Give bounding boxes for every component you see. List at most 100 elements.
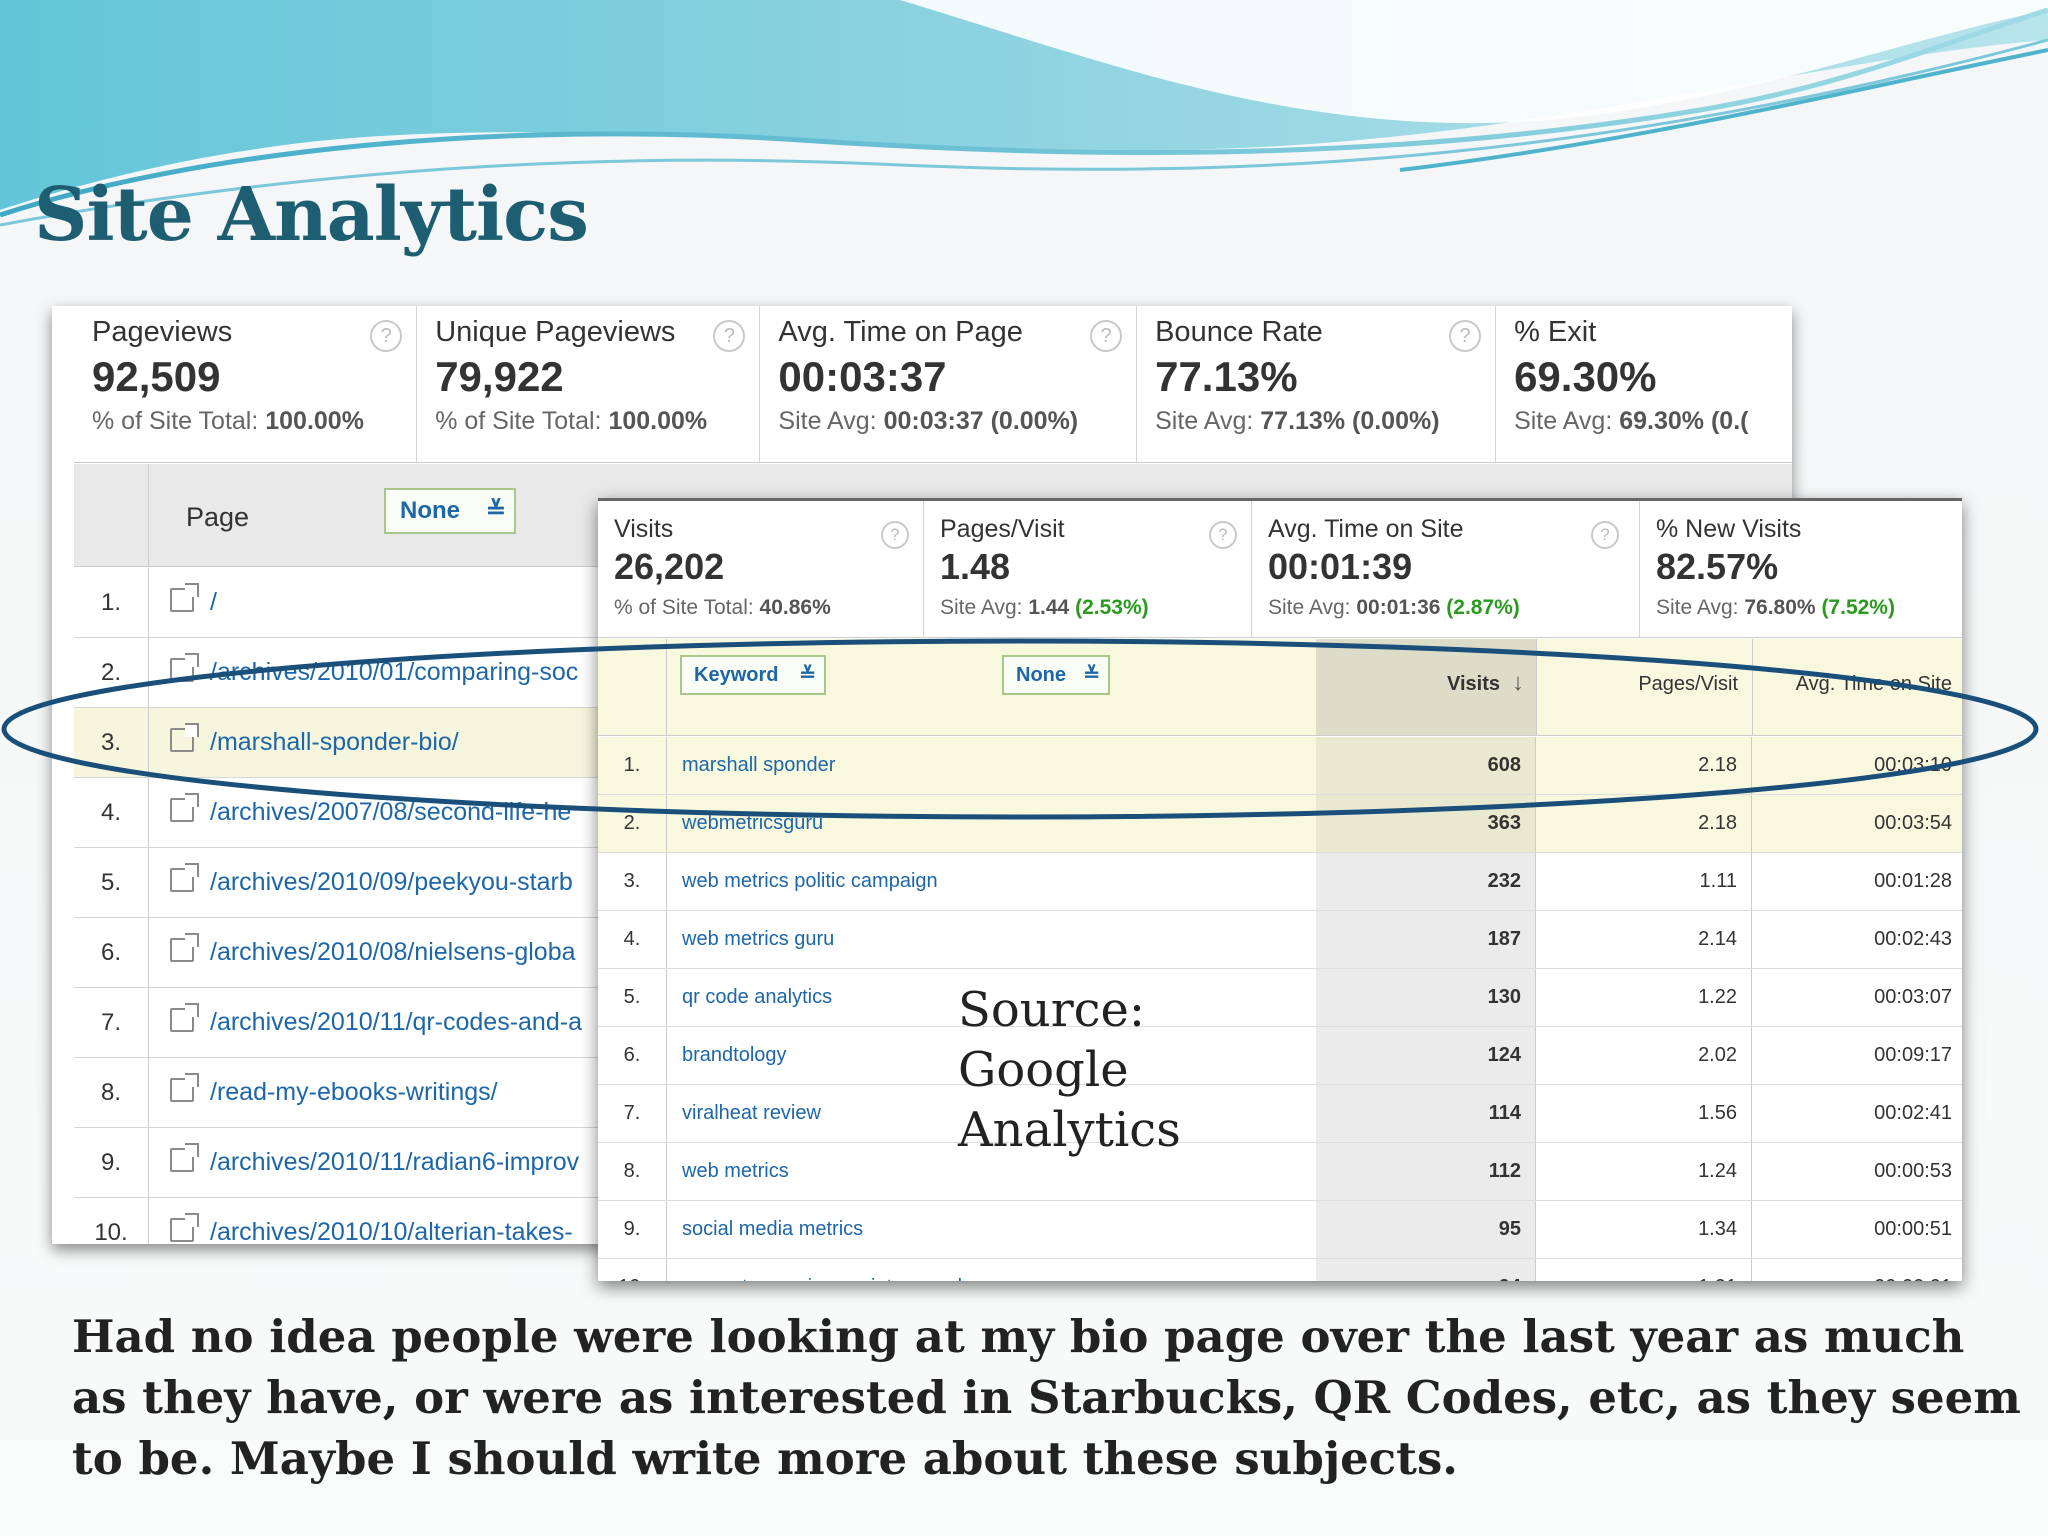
metric-value: 1.48 bbox=[940, 546, 1011, 587]
secondary-dimension-dropdown[interactable]: None ≚ bbox=[1002, 655, 1110, 695]
metric-label: Pages/Visit bbox=[940, 515, 1065, 543]
metric-value: 00:01:39 bbox=[1268, 546, 1413, 587]
metric-card-new-visits: % New Visits 82.57% Site Avg: 76.80% (7.… bbox=[1640, 501, 1962, 637]
table-row: 10. /archives/2010/10/alterian-takes- bbox=[74, 1198, 1792, 1244]
open-external-icon[interactable] bbox=[170, 1073, 199, 1102]
page-path-link[interactable]: /archives/2010/11/radian6-improv bbox=[210, 1148, 580, 1176]
help-icon[interactable]: ? bbox=[881, 521, 909, 549]
open-external-icon[interactable] bbox=[170, 723, 199, 752]
row-number: 1. bbox=[74, 568, 149, 637]
row-number: 1. bbox=[598, 737, 667, 794]
row-number: 3. bbox=[598, 853, 667, 910]
pages-visit-cell: 2.14 bbox=[1536, 911, 1752, 968]
metric-value: 69.30% bbox=[1514, 353, 1657, 400]
visits-cell: 187 bbox=[1316, 911, 1536, 968]
keyword-link[interactable]: web metrics guru bbox=[682, 928, 835, 950]
pages-visit-cell: 2.18 bbox=[1536, 795, 1752, 852]
open-external-icon[interactable] bbox=[170, 583, 199, 612]
table-row: 5. qr code analytics 130 1.22 00:03:07 bbox=[598, 969, 1962, 1027]
chevron-down-icon: ≚ bbox=[485, 497, 506, 524]
page-path-link[interactable]: /archives/2010/11/qr-codes-and-a bbox=[210, 1008, 582, 1036]
table-row: 4. web metrics guru 187 2.14 00:02:43 bbox=[598, 911, 1962, 969]
metric-label: % Exit bbox=[1514, 316, 1597, 348]
page-path-link[interactable]: / bbox=[210, 588, 217, 616]
help-icon[interactable]: ? bbox=[370, 320, 403, 352]
page-path-link[interactable]: /read-my-ebooks-writings/ bbox=[210, 1078, 498, 1106]
page-path-link[interactable]: /archives/2010/10/alterian-takes- bbox=[210, 1218, 573, 1244]
avg-time-cell: 00:01:28 bbox=[1874, 870, 1952, 892]
avg-time-cell: 00:02:43 bbox=[1874, 928, 1952, 950]
metric-sub: % of Site Total: 100.00% bbox=[92, 407, 364, 435]
chevron-down-icon: ≚ bbox=[799, 664, 816, 686]
primary-dimension-dropdown[interactable]: Keyword ≚ bbox=[680, 655, 826, 695]
keywords-report-panel: Visits 26,202 % of Site Total: 40.86% ? … bbox=[598, 498, 1962, 1281]
help-icon[interactable]: ? bbox=[1591, 521, 1619, 549]
visits-cell: 112 bbox=[1316, 1143, 1536, 1200]
metric-label: Unique Pageviews bbox=[435, 316, 676, 348]
keyword-link[interactable]: viralheat review bbox=[682, 1102, 821, 1124]
keyword-link[interactable]: marshall sponder bbox=[682, 754, 836, 776]
help-icon[interactable]: ? bbox=[1209, 521, 1237, 549]
metric-card-avg-time-on-page: Avg. Time on Page 00:03:37 Site Avg: 00:… bbox=[760, 306, 1138, 462]
keyword-link[interactable]: compete.com javascript example bbox=[682, 1259, 973, 1281]
page-path-link[interactable]: /archives/2010/09/peekyou-starb bbox=[210, 868, 573, 896]
page-path-link[interactable]: /archives/2007/08/second-life-he bbox=[210, 798, 572, 826]
keyword-link[interactable]: brandtology bbox=[682, 1044, 787, 1066]
metric-card-exit: % Exit 69.30% Site Avg: 69.30% (0.( bbox=[1496, 306, 1792, 462]
keyword-link[interactable]: social media metrics bbox=[682, 1218, 864, 1240]
keyword-link[interactable]: webmetricsguru bbox=[682, 812, 824, 834]
column-header-avg-time[interactable]: Avg. Time on Site bbox=[1795, 673, 1952, 695]
metric-label: Bounce Rate bbox=[1155, 316, 1323, 348]
help-icon[interactable]: ? bbox=[1449, 320, 1482, 352]
avg-time-cell: 00:00:01 bbox=[1752, 1259, 1962, 1281]
help-icon[interactable]: ? bbox=[1090, 320, 1123, 352]
visits-cell: 232 bbox=[1316, 853, 1536, 910]
open-external-icon[interactable] bbox=[170, 1213, 199, 1242]
pages-visit-cell: 1.11 bbox=[1536, 853, 1752, 910]
column-header-visits[interactable]: Visits ↓ bbox=[1316, 639, 1537, 735]
pages-visit-cell: 1.34 bbox=[1536, 1201, 1752, 1258]
keyword-link[interactable]: web metrics bbox=[682, 1160, 789, 1182]
page-path-link[interactable]: /marshall-sponder-bio/ bbox=[210, 728, 459, 756]
help-icon[interactable]: ? bbox=[713, 320, 746, 352]
metric-sub: % of Site Total: 100.00% bbox=[435, 407, 708, 435]
pages-visit-cell: 2.18 bbox=[1536, 737, 1752, 794]
metric-card-visits: Visits 26,202 % of Site Total: 40.86% ? bbox=[598, 501, 924, 637]
open-external-icon[interactable] bbox=[170, 1143, 199, 1172]
open-external-icon[interactable] bbox=[170, 1003, 199, 1032]
row-number: 9. bbox=[598, 1201, 667, 1258]
page-path-link[interactable]: /archives/2010/08/nielsens-globa bbox=[210, 938, 576, 966]
visits-cell: 363 bbox=[1316, 795, 1536, 852]
table-row: 8. web metrics 112 1.24 00:00:53 bbox=[598, 1143, 1962, 1201]
keyword-link[interactable]: web metrics politic campaign bbox=[682, 870, 938, 892]
row-number: 3. bbox=[74, 708, 149, 777]
row-number: 10. bbox=[598, 1259, 667, 1281]
metric-card-avg-time-on-site: Avg. Time on Site 00:01:39 Site Avg: 00:… bbox=[1252, 501, 1640, 637]
metric-value: 26,202 bbox=[614, 546, 725, 587]
dropdown-label: Keyword bbox=[694, 664, 779, 686]
metric-sub: Site Avg: 1.44 (2.53%) bbox=[940, 596, 1149, 619]
column-header-page[interactable]: Page bbox=[186, 502, 250, 532]
metric-card-bounce-rate: Bounce Rate 77.13% Site Avg: 77.13% (0.0… bbox=[1137, 306, 1497, 462]
open-external-icon[interactable] bbox=[170, 933, 199, 962]
page-path-link[interactable]: /archives/2010/01/comparing-soc bbox=[210, 658, 579, 686]
open-external-icon[interactable] bbox=[170, 793, 199, 822]
metric-sub: Site Avg: 69.30% (0.( bbox=[1514, 407, 1749, 435]
open-external-icon[interactable] bbox=[170, 863, 199, 892]
pages-visit-cell: 1.22 bbox=[1536, 969, 1752, 1026]
metric-card-pages-visit: Pages/Visit 1.48 Site Avg: 1.44 (2.53%) … bbox=[924, 501, 1252, 637]
table-row: 6. brandtology 124 2.02 00:09:17 bbox=[598, 1027, 1962, 1085]
slide-title: Site Analytics bbox=[34, 172, 589, 258]
column-header-pages-visit[interactable]: Pages/Visit bbox=[1536, 639, 1753, 735]
open-external-icon[interactable] bbox=[170, 653, 199, 682]
metric-sub: Site Avg: 77.13% (0.00%) bbox=[1155, 407, 1440, 435]
keyword-link[interactable]: qr code analytics bbox=[682, 986, 833, 1008]
row-number: 6. bbox=[598, 1027, 667, 1084]
metric-label: % New Visits bbox=[1656, 515, 1802, 543]
row-number: 9. bbox=[74, 1128, 149, 1197]
metric-card-unique-pageviews: Unique Pageviews 79,922 % of Site Total:… bbox=[417, 306, 761, 462]
visits-cell: 130 bbox=[1316, 969, 1536, 1026]
secondary-dimension-dropdown[interactable]: None ≚ bbox=[384, 488, 516, 534]
metric-label: Visits bbox=[614, 515, 674, 543]
dropdown-label: None bbox=[1016, 664, 1066, 686]
